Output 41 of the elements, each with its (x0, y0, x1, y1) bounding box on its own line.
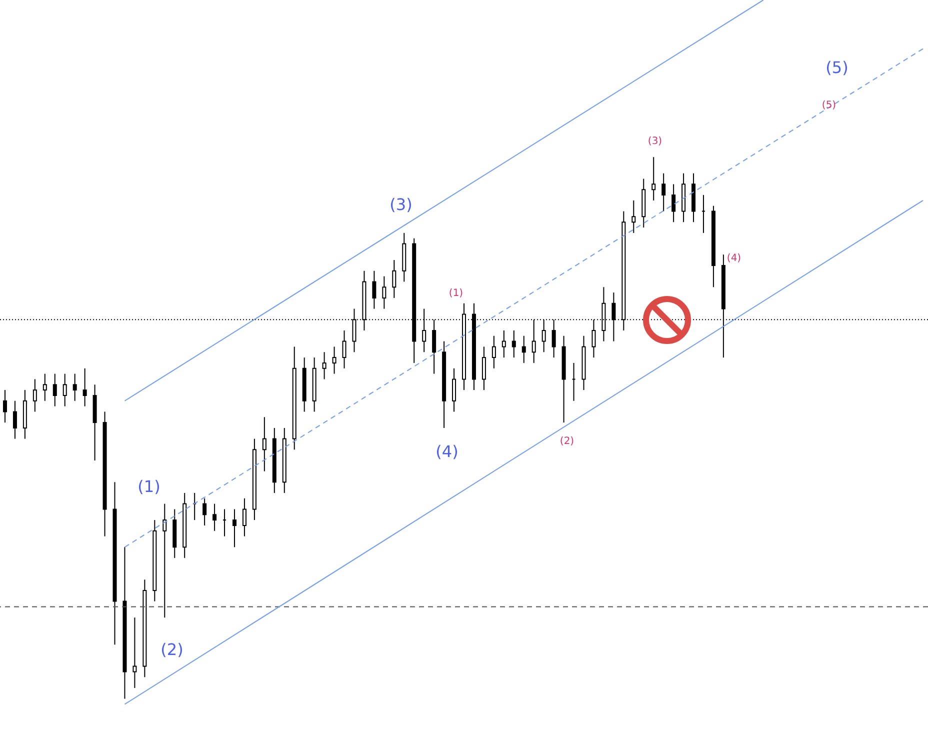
candlestick (322, 352, 326, 380)
candlestick (382, 276, 386, 310)
candlestick (12, 400, 17, 440)
candlestick (452, 368, 456, 412)
candlestick (52, 373, 57, 407)
candlestick (212, 503, 217, 532)
candlestick (162, 503, 167, 618)
candlestick (82, 368, 87, 407)
annotation: (1) (448, 288, 464, 299)
candlestick (482, 346, 486, 391)
annotation: (2) (160, 640, 184, 659)
text: (5) (822, 100, 836, 111)
candlestick (672, 184, 676, 223)
candlestick (492, 335, 496, 369)
candlestick (242, 498, 246, 537)
annotation: (4) (726, 253, 742, 264)
candlestick (232, 508, 236, 548)
candlestick (2, 390, 7, 424)
candlestick (372, 270, 376, 310)
candlestick (512, 330, 516, 358)
candlestick (662, 172, 666, 212)
annotation: (4) (436, 442, 458, 461)
candlestick (42, 373, 47, 402)
candlestick (652, 156, 656, 201)
candlestick (332, 346, 336, 374)
candlestick (342, 330, 346, 369)
candlestick (32, 378, 37, 412)
candlestick (62, 373, 67, 407)
annotation: (3) (390, 195, 412, 214)
text: (3) (648, 136, 662, 147)
candlestick (132, 617, 137, 688)
annotation: (1) (138, 477, 160, 496)
text: (5) (826, 58, 848, 77)
candlestick (392, 260, 396, 298)
candlestick (72, 373, 77, 402)
candlestick (262, 416, 266, 472)
candlestick (202, 498, 207, 526)
annotation: (2) (560, 436, 574, 447)
candlestick (502, 330, 506, 358)
candlestick (632, 200, 636, 234)
candlestick (522, 335, 526, 364)
